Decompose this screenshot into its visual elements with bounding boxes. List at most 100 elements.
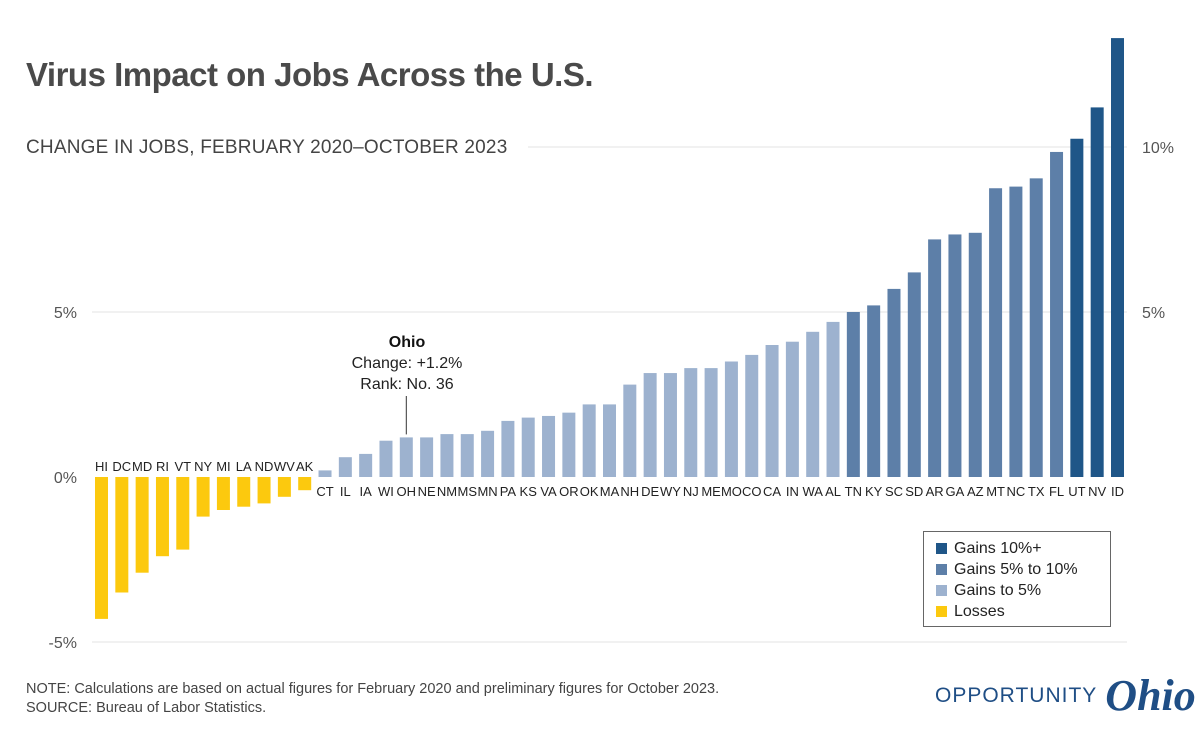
bar-pa [501,420,515,477]
logo-wordmark: OPPORTUNITY [935,684,1098,707]
category-label-nj: NJ [683,484,699,499]
bar-nc [1009,186,1023,477]
bar-or [562,412,576,477]
bar-nj [684,368,698,477]
legend-label: Gains 5% to 10% [954,560,1078,578]
bar-ak [298,477,312,491]
category-label-va: VA [540,484,557,499]
category-label-ak: AK [296,459,314,474]
bar-wv [277,477,291,497]
category-label-tn: TN [845,484,862,499]
category-label-mi: MI [216,459,230,474]
bar-sc [887,288,901,477]
category-label-nm: NM [437,484,457,499]
bar-mo [724,361,738,477]
bar-de [643,373,657,477]
logo-script: Ohio [1105,671,1196,720]
bar-oh [399,437,413,477]
category-label-ia: IA [360,484,373,499]
bar-in [785,341,799,477]
bar-mi [216,477,230,510]
category-label-ok: OK [580,484,599,499]
category-label-ca: CA [763,484,781,499]
category-label-la: LA [236,459,252,474]
category-label-ny: NY [194,459,212,474]
category-label-ut: UT [1068,484,1085,499]
bar-mn [481,430,495,477]
category-label-ma: MA [600,484,620,499]
legend: Gains 10%+ Gains 5% to 10% Gains to 5% L… [923,531,1111,627]
category-label-wy: WY [660,484,681,499]
category-label-nv: NV [1088,484,1106,499]
annotation-change: Change: +1.2% [352,355,463,372]
category-label-de: DE [641,484,659,499]
category-label-ct: CT [316,484,333,499]
category-label-oh: OH [397,484,417,499]
category-label-nc: NC [1007,484,1026,499]
legend-swatch [936,564,947,575]
category-label-fl: FL [1049,484,1064,499]
bar-ok [582,404,596,477]
y-axis-ticks: -5% 0% 5% 5% 10% [49,140,1174,652]
bar-nh [623,384,637,477]
annotation-rank: Rank: No. 36 [360,376,453,393]
category-label-ne: NE [418,484,436,499]
bar-ks [521,417,535,477]
legend-item-losses: Losses [936,601,1110,622]
annotation-title: Ohio [389,334,426,351]
category-label-sc: SC [885,484,903,499]
bar-md [135,477,149,573]
bar-wy [663,373,677,477]
bar-wa [806,331,820,477]
bar-nv [1090,107,1104,478]
bar-ri [155,477,169,557]
category-label-vt: VT [174,459,191,474]
category-label-tx: TX [1028,484,1045,499]
bars [95,38,1124,619]
bar-ct [318,470,332,477]
bar-il [338,457,352,477]
bar-wi [379,440,393,477]
category-label-ms: MS [458,484,478,499]
category-label-nh: NH [620,484,639,499]
bar-az [968,232,982,477]
bar-ne [420,437,434,477]
bar-ut [1070,138,1084,477]
category-label-wv: WV [274,459,295,474]
category-label-ar: AR [926,484,944,499]
legend-item-gains-10-plus: Gains 10%+ [936,538,1110,559]
opportunity-ohio-logo: OPPORTUNITY Ohio [935,671,1196,720]
legend-item-gains-5-to-10: Gains 5% to 10% [936,559,1110,580]
footer-source: SOURCE: Bureau of Labor Statistics. [26,700,267,716]
bar-nd [257,477,271,504]
category-label-ky: KY [865,484,883,499]
category-label-co: CO [742,484,762,499]
bar-la [237,477,251,507]
legend-swatch [936,543,947,554]
y-tick-label: -5% [49,635,77,652]
category-label-id: ID [1111,484,1124,499]
y-tick-label-right: 10% [1142,140,1174,157]
bar-fl [1050,151,1064,477]
footer-note: NOTE: Calculations are based on actual f… [26,681,720,697]
bar-co [745,354,759,477]
category-label-mn: MN [477,484,497,499]
bar-tx [1029,178,1043,477]
bar-ar [928,239,942,477]
category-label-az: AZ [967,484,984,499]
bar-ma [603,404,616,477]
category-label-md: MD [132,459,152,474]
category-label-or: OR [559,484,579,499]
bar-ia [359,453,373,477]
category-label-dc: DC [112,459,131,474]
category-label-pa: PA [500,484,517,499]
y-tick-label: 5% [54,305,77,322]
bar-vt [176,477,190,550]
category-label-nd: ND [255,459,274,474]
footer-notes: NOTE: Calculations are based on actual f… [26,680,719,718]
category-label-wa: WA [802,484,823,499]
category-label-mo: MO [721,484,742,499]
category-label-wi: WI [378,484,394,499]
bar-ny [196,477,210,517]
